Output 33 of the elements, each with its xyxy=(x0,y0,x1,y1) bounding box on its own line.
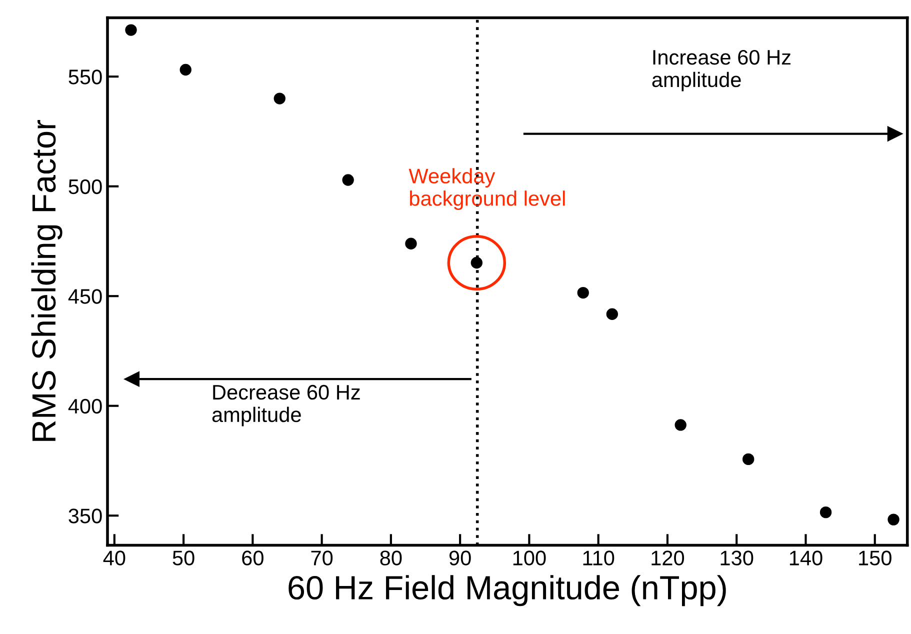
y-tick-label: 400 xyxy=(68,398,102,414)
x-tick-label: 100 xyxy=(513,550,546,566)
y-tick-label: 500 xyxy=(68,179,102,194)
annotation: Decrease 60 Hz amplitude xyxy=(212,384,360,426)
x-tick-label: 140 xyxy=(790,550,822,566)
annotation: Weekday background level xyxy=(408,168,565,210)
point xyxy=(742,453,754,466)
x-tick-label: 150 xyxy=(859,550,892,566)
point xyxy=(888,514,900,526)
point xyxy=(125,24,137,36)
x-tick-label: 110 xyxy=(583,550,614,566)
x-tick-label: 70 xyxy=(311,550,333,566)
x-tick-label: 40 xyxy=(103,550,126,566)
point xyxy=(577,286,589,299)
x-tick-label: 90 xyxy=(449,550,471,566)
x-tick-label: 130 xyxy=(720,550,754,566)
x-tick-label: 50 xyxy=(172,550,194,566)
annotation: Increase 60 Hz amplitude xyxy=(652,50,790,92)
point xyxy=(342,174,354,186)
point xyxy=(405,238,417,250)
x-tick-label: 60 xyxy=(242,550,264,566)
point xyxy=(180,64,192,76)
x-axis-title: 60 Hz Field Magnitude (nTpp) xyxy=(288,575,726,606)
y-tick-label: 450 xyxy=(68,289,102,304)
point xyxy=(674,419,686,431)
y-tick-label: 350 xyxy=(68,508,102,524)
y-axis-title: RMS Shielding Factor xyxy=(31,120,62,441)
point xyxy=(274,92,286,104)
y-tick-label: 550 xyxy=(68,70,102,84)
point xyxy=(606,308,618,320)
x-tick-label: 120 xyxy=(652,550,684,566)
x-tick-label: 80 xyxy=(380,550,402,566)
point xyxy=(820,506,832,518)
